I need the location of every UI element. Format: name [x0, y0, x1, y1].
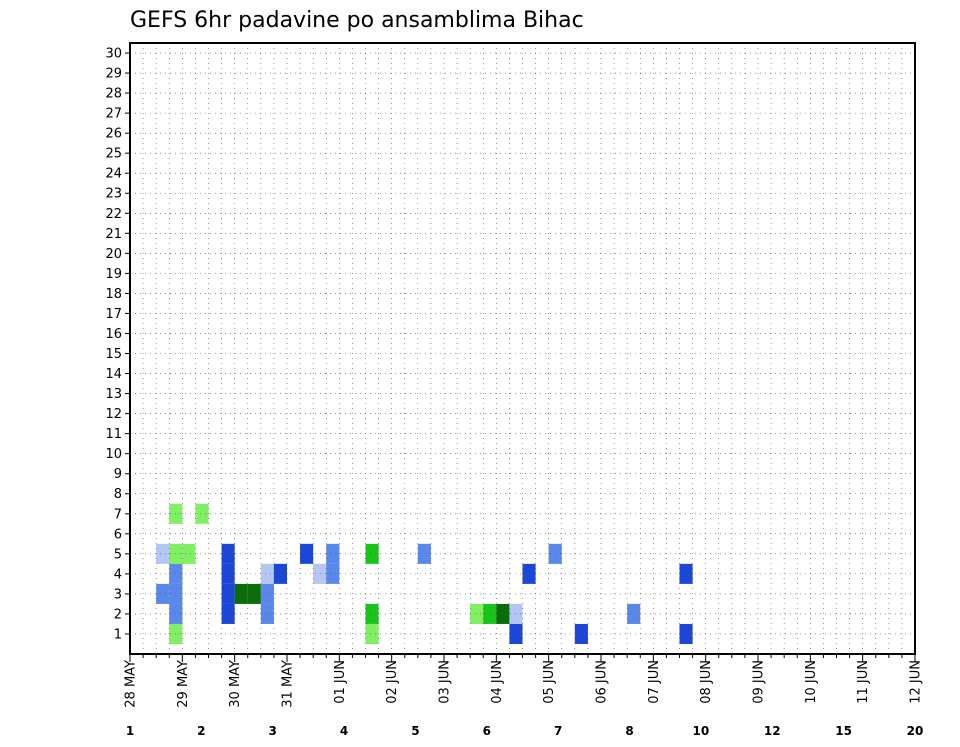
y-tick-label: 12 — [105, 407, 122, 422]
heatmap-cell — [221, 563, 235, 584]
heatmap-cell — [234, 583, 248, 604]
y-tick-label: 30 — [105, 47, 122, 62]
y-tick-label: 8 — [114, 487, 122, 502]
heatmap-cell — [679, 563, 693, 584]
x-tick-label: 29 MAY — [176, 660, 191, 708]
heatmap-cell — [182, 543, 196, 564]
y-tick-label: 18 — [105, 287, 122, 302]
y-tick-label: 26 — [105, 127, 122, 142]
heatmap-cell — [326, 563, 340, 584]
x-tick-label: 09 JUN — [752, 660, 767, 704]
heatmap-cell — [627, 603, 641, 624]
y-tick-label: 28 — [105, 87, 122, 102]
heatmap-cell — [574, 623, 588, 644]
x-tick-label: 10 JUN — [804, 660, 819, 704]
heatmap-cell — [221, 603, 235, 624]
y-tick-label: 6 — [114, 527, 122, 542]
y-tick-label: 23 — [105, 187, 122, 202]
heatmap-cell — [417, 543, 431, 564]
heatmap-cell — [260, 583, 274, 604]
x-tick-label: 06 JUN — [595, 660, 610, 704]
x-axis: 28 MAY 29 MAY 30 MAY 31 MAY 01 JUN 02 JUN 03 J… — [124, 654, 924, 708]
y-tick-label: 16 — [105, 327, 122, 342]
heatmap-cell — [156, 543, 170, 564]
y-tick-label: 27 — [105, 107, 122, 122]
x-tick-label: 12 JUN — [909, 660, 924, 704]
y-tick-label: 24 — [105, 167, 122, 182]
colorbar-label: 15 — [835, 724, 852, 738]
colorbar-label: 20 — [907, 724, 924, 738]
colorbar-label: 6 — [483, 724, 491, 738]
grid-lines — [130, 43, 915, 654]
colorbar-label: 8 — [625, 724, 633, 738]
y-tick-label: 21 — [105, 227, 122, 242]
x-tick-label: 28 MAY — [124, 660, 139, 708]
y-tick-label: 13 — [105, 387, 122, 402]
colorbar-label: 3 — [269, 724, 277, 738]
y-tick-label: 19 — [105, 267, 122, 282]
heatmap-cell — [365, 603, 379, 624]
heatmap-cell — [247, 583, 261, 604]
y-tick-label: 1 — [114, 627, 122, 642]
heatmap-cell — [300, 543, 314, 564]
heatmap-cell — [156, 583, 170, 604]
chart-title: GEFS 6hr padavine po ansamblima Bihac — [130, 8, 584, 33]
y-tick-label: 5 — [114, 547, 122, 562]
heatmap-cell — [522, 563, 536, 584]
y-tick-label: 10 — [105, 447, 122, 462]
heatmap-cell — [679, 623, 693, 644]
y-tick-label: 9 — [114, 467, 122, 482]
heatmap-cell — [221, 583, 235, 604]
x-tick-label: 08 JUN — [699, 660, 714, 704]
x-tick-label: 03 JUN — [438, 660, 453, 704]
colorbar-label: 7 — [554, 724, 562, 738]
colorbar-label: 4 — [340, 724, 348, 738]
colorbar-label: 12 — [764, 724, 781, 738]
heatmap-cell — [365, 543, 379, 564]
y-tick-label: 4 — [114, 567, 122, 582]
x-tick-label: 30 MAY — [228, 660, 243, 708]
y-tick-label: 11 — [105, 427, 122, 442]
colorbar-label: 1 — [126, 724, 134, 738]
colorbar-label: 10 — [693, 724, 710, 738]
heatmap-cell — [221, 543, 235, 564]
x-tick-label: 05 JUN — [542, 660, 557, 704]
y-axis: 1234567891011121314151617181920212223242… — [105, 47, 130, 642]
x-tick-label: 04 JUN — [490, 660, 505, 704]
y-tick-label: 29 — [105, 67, 122, 82]
y-tick-label: 7 — [114, 507, 122, 522]
heatmap-cell — [326, 543, 340, 564]
y-tick-label: 14 — [105, 367, 122, 382]
colorbar-label: 5 — [411, 724, 419, 738]
x-tick-label: 02 JUN — [385, 660, 400, 704]
colorbar-legend: 1 2 3 4 5 6 7 8 10 12 15 20 — [126, 724, 924, 738]
y-tick-label: 2 — [114, 607, 122, 622]
x-tick-label: 07 JUN — [647, 660, 662, 704]
heatmap-cell — [313, 563, 327, 584]
y-tick-label: 20 — [105, 247, 122, 262]
heatmap-cell — [260, 603, 274, 624]
x-tick-label: 01 JUN — [333, 660, 348, 704]
x-tick-label: 31 MAY — [281, 660, 296, 708]
heatmap-cell — [195, 503, 209, 524]
x-tick-label: 11 JUN — [856, 660, 871, 704]
heatmap-cells — [156, 503, 693, 644]
y-tick-label: 25 — [105, 147, 122, 162]
y-tick-label: 15 — [105, 347, 122, 362]
y-tick-label: 3 — [114, 587, 122, 602]
y-tick-label: 17 — [105, 307, 122, 322]
heatmap-cell — [470, 603, 484, 624]
heatmap-cell — [260, 563, 274, 584]
heatmap-cell — [365, 623, 379, 644]
heatmap-cell — [496, 603, 510, 624]
heatmap-cell — [483, 603, 497, 624]
colorbar-label: 2 — [197, 724, 205, 738]
y-tick-label: 22 — [105, 207, 122, 222]
